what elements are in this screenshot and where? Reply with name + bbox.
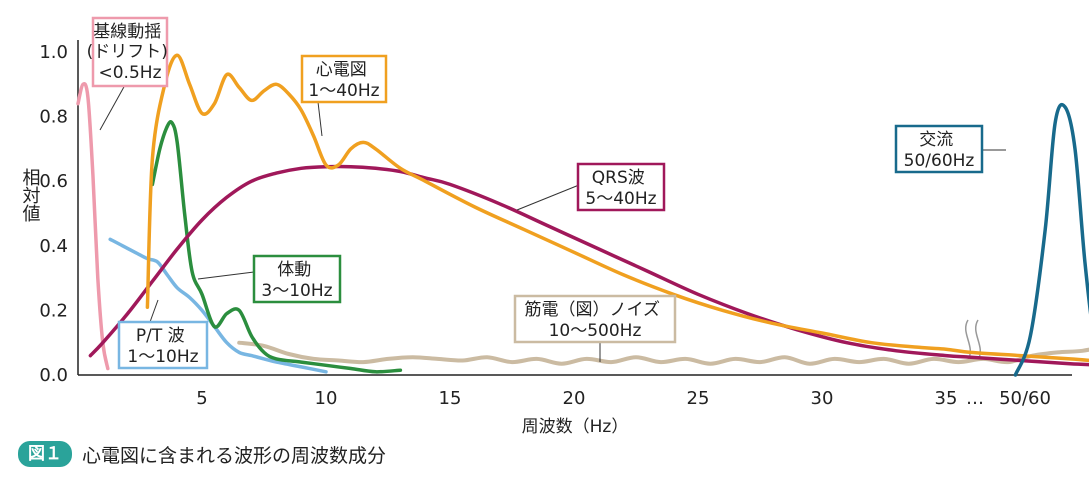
- svg-text:基線動揺 (ドリフト) <0.5Hz: 基線動揺 (ドリフト) <0.5Hz: [87, 22, 174, 83]
- callout-ecg-box: [300, 54, 388, 104]
- series-line-body: [150, 120, 403, 374]
- callout-emg-box: [513, 294, 677, 344]
- callout-emg-line1: 筋電（図）ノイズ: [525, 300, 661, 320]
- x-tick-label-1: 10: [315, 388, 338, 409]
- callout-ecg-line1: 心電図: [316, 60, 367, 80]
- series-line-pt: [108, 237, 328, 374]
- y-axis-label: 相対値: [20, 168, 41, 222]
- callouts: 基線動揺 (ドリフト) <0.5Hz 心電図 1〜40Hz QRS波 5〜40H…: [87, 16, 1006, 370]
- y-tick-labels: 0.0 0.2 0.4 0.6 0.8 1.0: [39, 42, 68, 386]
- svg-text:QRS波 5〜40Hz: QRS波 5〜40Hz: [585, 168, 656, 209]
- figure-caption: 図１ 心電図に含まれる波形の周波数成分: [18, 440, 386, 468]
- callout-qrs-line1: QRS波: [592, 168, 645, 188]
- callout-body-leader: [197, 271, 255, 280]
- frequency-chart: 0.0 0.2 0.4 0.6 0.8 1.0 5 10 15 20 25 30 35 … 50/60…: [20, 16, 1089, 437]
- callout-mains-box: [894, 124, 984, 174]
- x-tick-label-6: 35: [935, 388, 958, 409]
- callout-pt-line2: 1〜10Hz: [127, 347, 198, 367]
- y-tick-label-1: 0.2: [39, 300, 68, 321]
- series-line-mains: [1013, 102, 1089, 377]
- callout-body-line1: 体動: [277, 260, 311, 280]
- svg-text:交流 50/60Hz: 交流 50/60Hz: [904, 130, 975, 171]
- callout-qrs-box: [576, 162, 666, 212]
- x-tick-label-0: 5: [196, 388, 207, 409]
- y-tick-label-5: 1.0: [39, 42, 68, 63]
- callout-emg-line2: 10〜500Hz: [549, 321, 642, 341]
- callout-mains-line2: 50/60Hz: [904, 151, 975, 171]
- x-tick-label-2: 15: [439, 388, 462, 409]
- svg-text:筋電（図）ノイズ 10〜500Hz: 筋電（図）ノイズ 10〜500Hz: [525, 300, 666, 341]
- callout-body-line2: 3〜10Hz: [261, 281, 332, 301]
- callout-baseline-box: [91, 16, 169, 88]
- series-line-qrs: [88, 164, 1089, 367]
- x-axis-label: 周波数（Hz）: [522, 417, 629, 437]
- callout-ecg-leader: [317, 101, 323, 137]
- figure-badge: 図１: [18, 441, 72, 467]
- svg-text:P/T 波 1〜10Hz: P/T 波 1〜10Hz: [127, 326, 198, 367]
- y-tick-label-4: 0.8: [39, 107, 68, 128]
- callout-baseline-line2: (ドリフト): [87, 42, 168, 62]
- svg-text:体動 3〜10Hz: 体動 3〜10Hz: [261, 260, 332, 301]
- callout-baseline-line1: 基線動揺: [93, 22, 161, 42]
- series-line-baseline: [76, 82, 110, 371]
- callout-baseline-line3: <0.5Hz: [99, 63, 162, 83]
- x-break-50-60-label: 50/60: [999, 388, 1051, 409]
- y-tick-label-0: 0.0: [39, 365, 68, 386]
- callout-body-box: [252, 254, 342, 304]
- x-tick-label-5: 30: [811, 388, 834, 409]
- y-tick-label-3: 0.6: [39, 171, 68, 192]
- callout-qrs-line2: 5〜40Hz: [585, 189, 656, 209]
- series-line-ecg: [145, 53, 1089, 363]
- series-line-emg: [237, 340, 1089, 366]
- callout-mains-line1: 交流: [919, 130, 953, 150]
- callout-ecg-line2: 1〜40Hz: [308, 81, 379, 101]
- x-break-ellipsis: …: [966, 388, 984, 409]
- series-lines: [76, 53, 1089, 377]
- callout-pt-leader: [149, 299, 159, 323]
- figure-caption-text: 心電図に含まれる波形の周波数成分: [82, 444, 387, 467]
- callout-pt-line1: P/T 波: [136, 326, 185, 346]
- callout-baseline-leader: [99, 84, 126, 131]
- x-tick-label-3: 20: [563, 388, 586, 409]
- svg-text:心電図 1〜40Hz: 心電図 1〜40Hz: [308, 60, 379, 101]
- x-tick-label-4: 25: [687, 388, 710, 409]
- callout-pt-box: [117, 320, 209, 370]
- y-tick-label-2: 0.4: [39, 236, 68, 257]
- callout-qrs-leader: [516, 184, 580, 211]
- x-tick-labels: 5 10 15 20 25 30 35: [196, 388, 957, 409]
